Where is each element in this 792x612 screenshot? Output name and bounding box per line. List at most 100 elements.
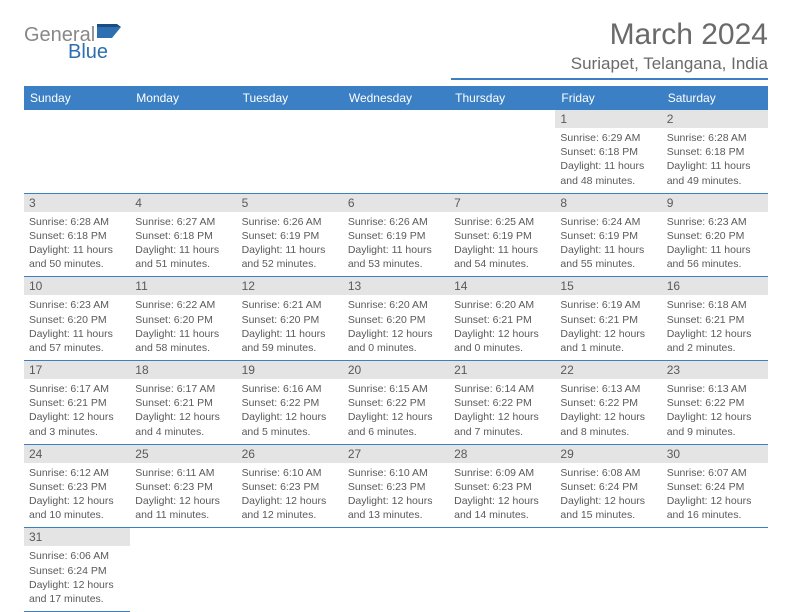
day-number: 30 [662,445,768,463]
day-info: Sunrise: 6:13 AMSunset: 6:22 PMDaylight:… [662,379,768,444]
day-number: 21 [449,361,555,379]
logo-text-blue: Blue [68,41,123,64]
calendar-cell [343,110,449,193]
calendar-cell: 26Sunrise: 6:10 AMSunset: 6:23 PMDayligh… [237,444,343,528]
day-number: 8 [555,194,661,212]
day-info: Sunrise: 6:20 AMSunset: 6:21 PMDaylight:… [449,295,555,360]
calendar-cell: 31Sunrise: 6:06 AMSunset: 6:24 PMDayligh… [24,528,130,612]
calendar-cell [343,528,449,612]
day-info: Sunrise: 6:15 AMSunset: 6:22 PMDaylight:… [343,379,449,444]
calendar-cell: 7Sunrise: 6:25 AMSunset: 6:19 PMDaylight… [449,193,555,277]
calendar-row: 31Sunrise: 6:06 AMSunset: 6:24 PMDayligh… [24,528,768,612]
calendar-cell: 25Sunrise: 6:11 AMSunset: 6:23 PMDayligh… [130,444,236,528]
col-thursday: Thursday [449,86,555,110]
day-number: 13 [343,277,449,295]
calendar-cell: 30Sunrise: 6:07 AMSunset: 6:24 PMDayligh… [662,444,768,528]
day-info: Sunrise: 6:20 AMSunset: 6:20 PMDaylight:… [343,295,449,360]
calendar-cell: 15Sunrise: 6:19 AMSunset: 6:21 PMDayligh… [555,277,661,361]
day-number: 7 [449,194,555,212]
calendar-cell [130,110,236,193]
calendar-cell: 23Sunrise: 6:13 AMSunset: 6:22 PMDayligh… [662,361,768,445]
calendar-cell: 13Sunrise: 6:20 AMSunset: 6:20 PMDayligh… [343,277,449,361]
calendar-cell: 24Sunrise: 6:12 AMSunset: 6:23 PMDayligh… [24,444,130,528]
calendar-cell [449,528,555,612]
calendar-table: Sunday Monday Tuesday Wednesday Thursday… [24,86,768,612]
day-info: Sunrise: 6:17 AMSunset: 6:21 PMDaylight:… [130,379,236,444]
day-info: Sunrise: 6:06 AMSunset: 6:24 PMDaylight:… [24,546,130,611]
day-info: Sunrise: 6:25 AMSunset: 6:19 PMDaylight:… [449,212,555,277]
day-info: Sunrise: 6:13 AMSunset: 6:22 PMDaylight:… [555,379,661,444]
day-info: Sunrise: 6:23 AMSunset: 6:20 PMDaylight:… [662,212,768,277]
col-friday: Friday [555,86,661,110]
calendar-cell [662,528,768,612]
calendar-cell: 5Sunrise: 6:26 AMSunset: 6:19 PMDaylight… [237,193,343,277]
location: Suriapet, Telangana, India [451,54,768,80]
calendar-cell: 29Sunrise: 6:08 AMSunset: 6:24 PMDayligh… [555,444,661,528]
day-number: 22 [555,361,661,379]
calendar-cell: 12Sunrise: 6:21 AMSunset: 6:20 PMDayligh… [237,277,343,361]
day-info: Sunrise: 6:10 AMSunset: 6:23 PMDaylight:… [343,463,449,528]
calendar-cell: 28Sunrise: 6:09 AMSunset: 6:23 PMDayligh… [449,444,555,528]
day-info: Sunrise: 6:17 AMSunset: 6:21 PMDaylight:… [24,379,130,444]
day-info: Sunrise: 6:16 AMSunset: 6:22 PMDaylight:… [237,379,343,444]
col-tuesday: Tuesday [237,86,343,110]
day-number: 24 [24,445,130,463]
day-number: 3 [24,194,130,212]
day-info: Sunrise: 6:08 AMSunset: 6:24 PMDaylight:… [555,463,661,528]
day-info: Sunrise: 6:29 AMSunset: 6:18 PMDaylight:… [555,128,661,193]
month-title: March 2024 [451,18,768,52]
calendar-cell [555,528,661,612]
calendar-cell [24,110,130,193]
calendar-cell: 10Sunrise: 6:23 AMSunset: 6:20 PMDayligh… [24,277,130,361]
calendar-cell [237,110,343,193]
col-sunday: Sunday [24,86,130,110]
calendar-cell [130,528,236,612]
day-number: 20 [343,361,449,379]
day-number: 11 [130,277,236,295]
day-info: Sunrise: 6:14 AMSunset: 6:22 PMDaylight:… [449,379,555,444]
calendar-row: 24Sunrise: 6:12 AMSunset: 6:23 PMDayligh… [24,444,768,528]
day-number: 23 [662,361,768,379]
calendar-cell: 21Sunrise: 6:14 AMSunset: 6:22 PMDayligh… [449,361,555,445]
day-info: Sunrise: 6:21 AMSunset: 6:20 PMDaylight:… [237,295,343,360]
calendar-row: 3Sunrise: 6:28 AMSunset: 6:18 PMDaylight… [24,193,768,277]
calendar-cell: 2Sunrise: 6:28 AMSunset: 6:18 PMDaylight… [662,110,768,193]
calendar-cell: 18Sunrise: 6:17 AMSunset: 6:21 PMDayligh… [130,361,236,445]
day-number: 1 [555,110,661,128]
day-info: Sunrise: 6:12 AMSunset: 6:23 PMDaylight:… [24,463,130,528]
day-info: Sunrise: 6:28 AMSunset: 6:18 PMDaylight:… [24,212,130,277]
day-number: 19 [237,361,343,379]
day-info: Sunrise: 6:09 AMSunset: 6:23 PMDaylight:… [449,463,555,528]
day-info: Sunrise: 6:27 AMSunset: 6:18 PMDaylight:… [130,212,236,277]
calendar-cell: 16Sunrise: 6:18 AMSunset: 6:21 PMDayligh… [662,277,768,361]
calendar-cell: 8Sunrise: 6:24 AMSunset: 6:19 PMDaylight… [555,193,661,277]
day-info: Sunrise: 6:18 AMSunset: 6:21 PMDaylight:… [662,295,768,360]
day-info: Sunrise: 6:26 AMSunset: 6:19 PMDaylight:… [237,212,343,277]
day-info: Sunrise: 6:22 AMSunset: 6:20 PMDaylight:… [130,295,236,360]
day-number: 12 [237,277,343,295]
logo: GeneralBlue [24,24,123,64]
day-number: 9 [662,194,768,212]
col-saturday: Saturday [662,86,768,110]
day-number: 16 [662,277,768,295]
header-row: Sunday Monday Tuesday Wednesday Thursday… [24,86,768,110]
day-info: Sunrise: 6:19 AMSunset: 6:21 PMDaylight:… [555,295,661,360]
calendar-cell: 9Sunrise: 6:23 AMSunset: 6:20 PMDaylight… [662,193,768,277]
day-number: 4 [130,194,236,212]
day-number: 28 [449,445,555,463]
day-info: Sunrise: 6:11 AMSunset: 6:23 PMDaylight:… [130,463,236,528]
col-wednesday: Wednesday [343,86,449,110]
calendar-row: 1Sunrise: 6:29 AMSunset: 6:18 PMDaylight… [24,110,768,193]
day-info: Sunrise: 6:28 AMSunset: 6:18 PMDaylight:… [662,128,768,193]
day-number: 14 [449,277,555,295]
calendar-cell: 11Sunrise: 6:22 AMSunset: 6:20 PMDayligh… [130,277,236,361]
calendar-cell: 4Sunrise: 6:27 AMSunset: 6:18 PMDaylight… [130,193,236,277]
day-number: 27 [343,445,449,463]
day-info: Sunrise: 6:24 AMSunset: 6:19 PMDaylight:… [555,212,661,277]
day-number: 2 [662,110,768,128]
day-number: 26 [237,445,343,463]
calendar-cell: 6Sunrise: 6:26 AMSunset: 6:19 PMDaylight… [343,193,449,277]
calendar-cell: 27Sunrise: 6:10 AMSunset: 6:23 PMDayligh… [343,444,449,528]
day-number: 25 [130,445,236,463]
day-number: 15 [555,277,661,295]
